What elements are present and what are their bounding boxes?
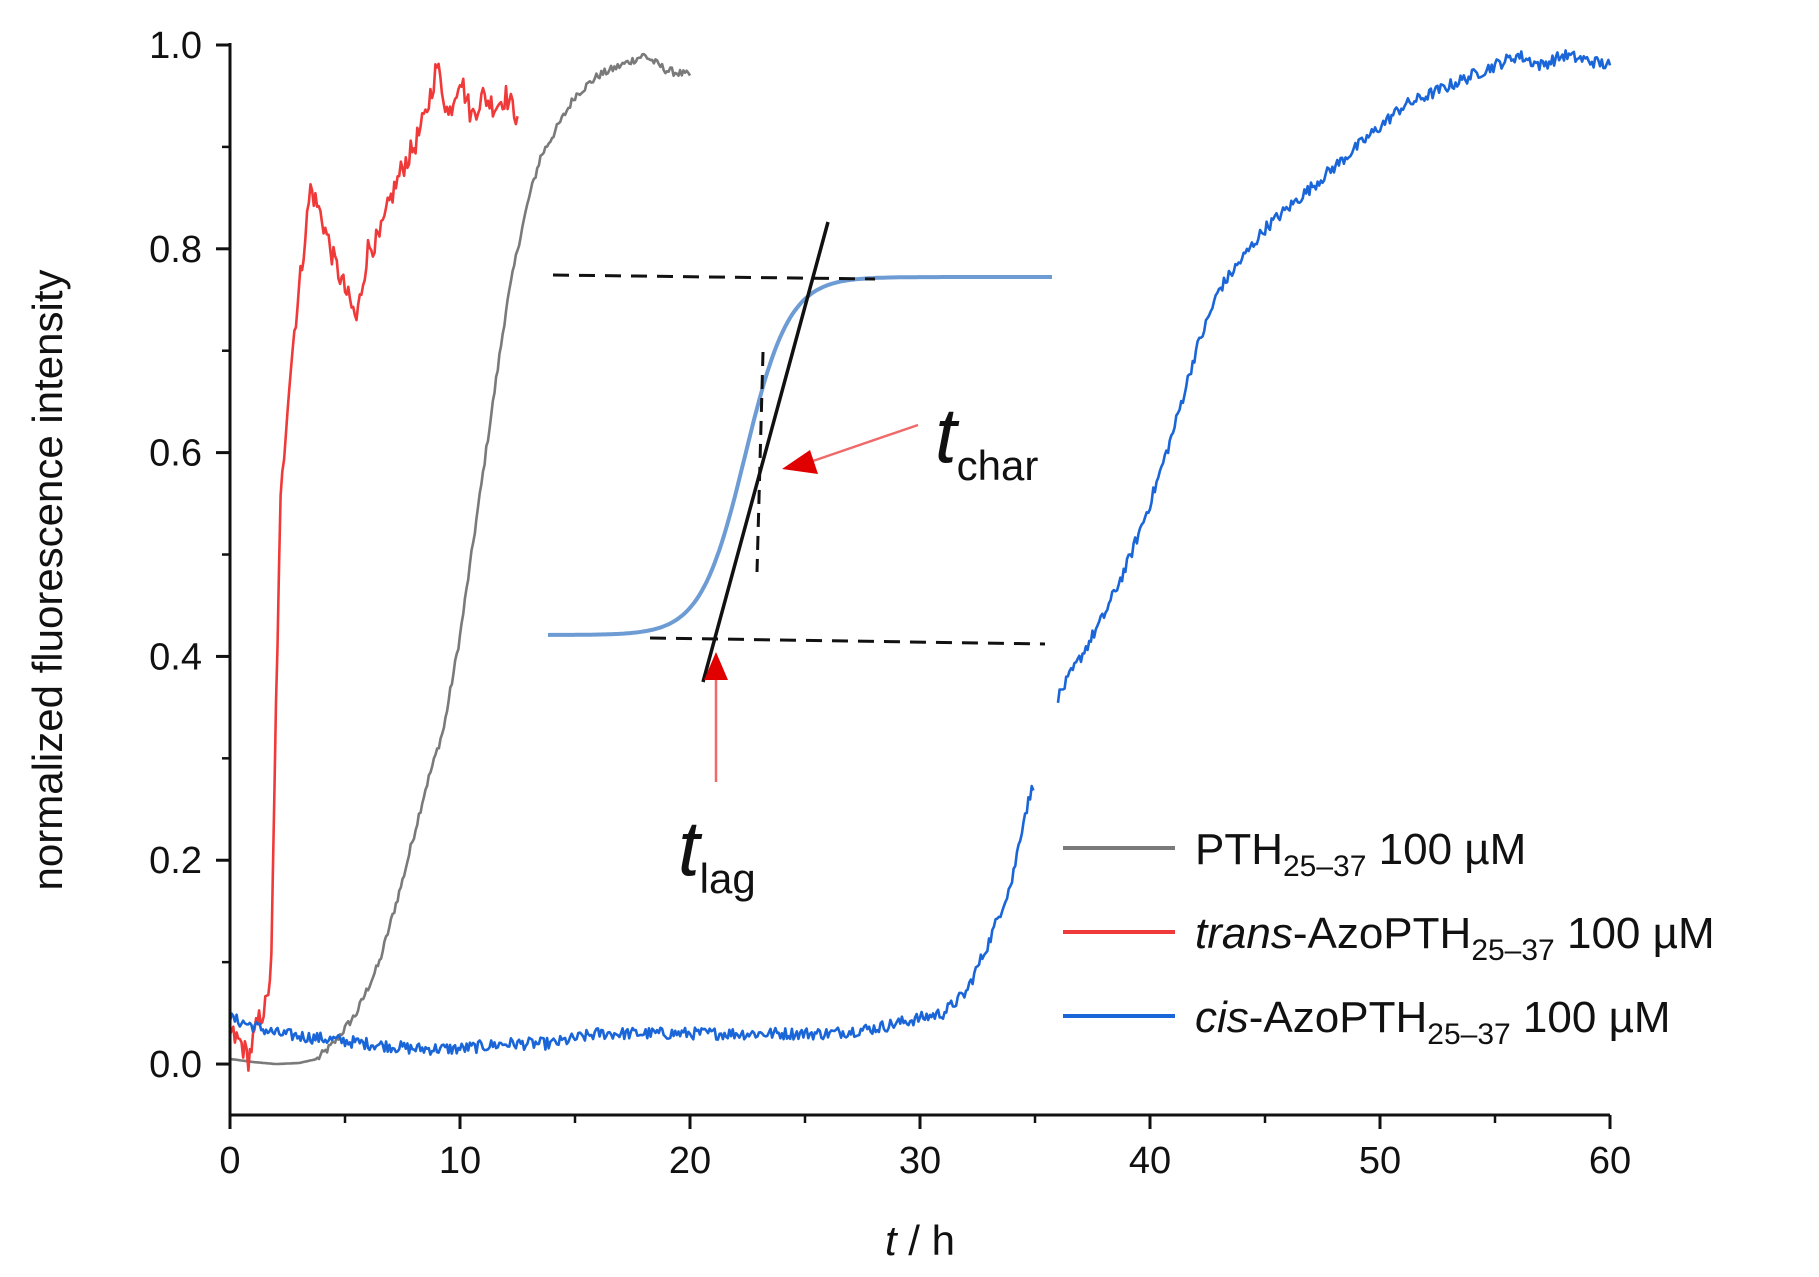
inset-diagram: tchar tlag — [547, 221, 1052, 902]
tchar-arrow-shaft — [809, 423, 919, 464]
x-tick-label: 30 — [899, 1140, 941, 1182]
x-tick-label: 60 — [1589, 1140, 1631, 1182]
axes-layer: 0 10 20 30 40 50 60 0.0 0.2 0.4 0.6 0.8 1.0 t / h norm… — [24, 25, 1631, 1264]
y-tick-label: 1.0 — [149, 25, 202, 67]
inset-tangent-line — [701, 221, 830, 683]
y-tick-label: 0.4 — [149, 636, 202, 678]
legend-label-0: PTH25–37 100 µM — [1195, 825, 1526, 883]
series-line-2 — [228, 49, 1612, 1056]
y-axis-title: normalized fluorescence intensity — [24, 270, 71, 891]
inset-sigmoid-curve — [547, 275, 1052, 637]
x-tick-label: 20 — [669, 1140, 711, 1182]
inset-vertical-dashed-line — [755, 351, 765, 573]
x-axis-title: t / h — [885, 1217, 955, 1264]
legend-label-1: trans-AzoPTH25–37 100 µM — [1195, 909, 1715, 967]
tchar-arrow-head — [782, 450, 818, 474]
legend: PTH25–37 100 µM trans-AzoPTH25–37 100 µM c… — [1063, 825, 1715, 1051]
x-tick-label: 0 — [219, 1140, 240, 1182]
inset-upper-plateau-line — [552, 273, 876, 281]
y-tick-label: 0.2 — [149, 840, 202, 882]
y-tick-label: 0.6 — [149, 433, 202, 475]
tlag-label: tlag — [678, 804, 756, 902]
y-tick-label: 0.8 — [149, 229, 202, 271]
tchar-label: tchar — [935, 391, 1038, 489]
y-tick-label: 0.0 — [149, 1044, 202, 1086]
series-line-0 — [229, 52, 692, 1066]
legend-label-2: cis-AzoPTH25–37 100 µM — [1195, 993, 1671, 1051]
x-tick-label: 50 — [1359, 1140, 1401, 1182]
x-tick-label: 10 — [439, 1140, 481, 1182]
series-line-1 — [228, 62, 519, 1072]
tlag-arrow-head — [704, 652, 728, 680]
x-tick-label: 40 — [1129, 1140, 1171, 1182]
series-layer — [228, 49, 1612, 1072]
inset-lower-plateau-line — [649, 636, 1046, 646]
